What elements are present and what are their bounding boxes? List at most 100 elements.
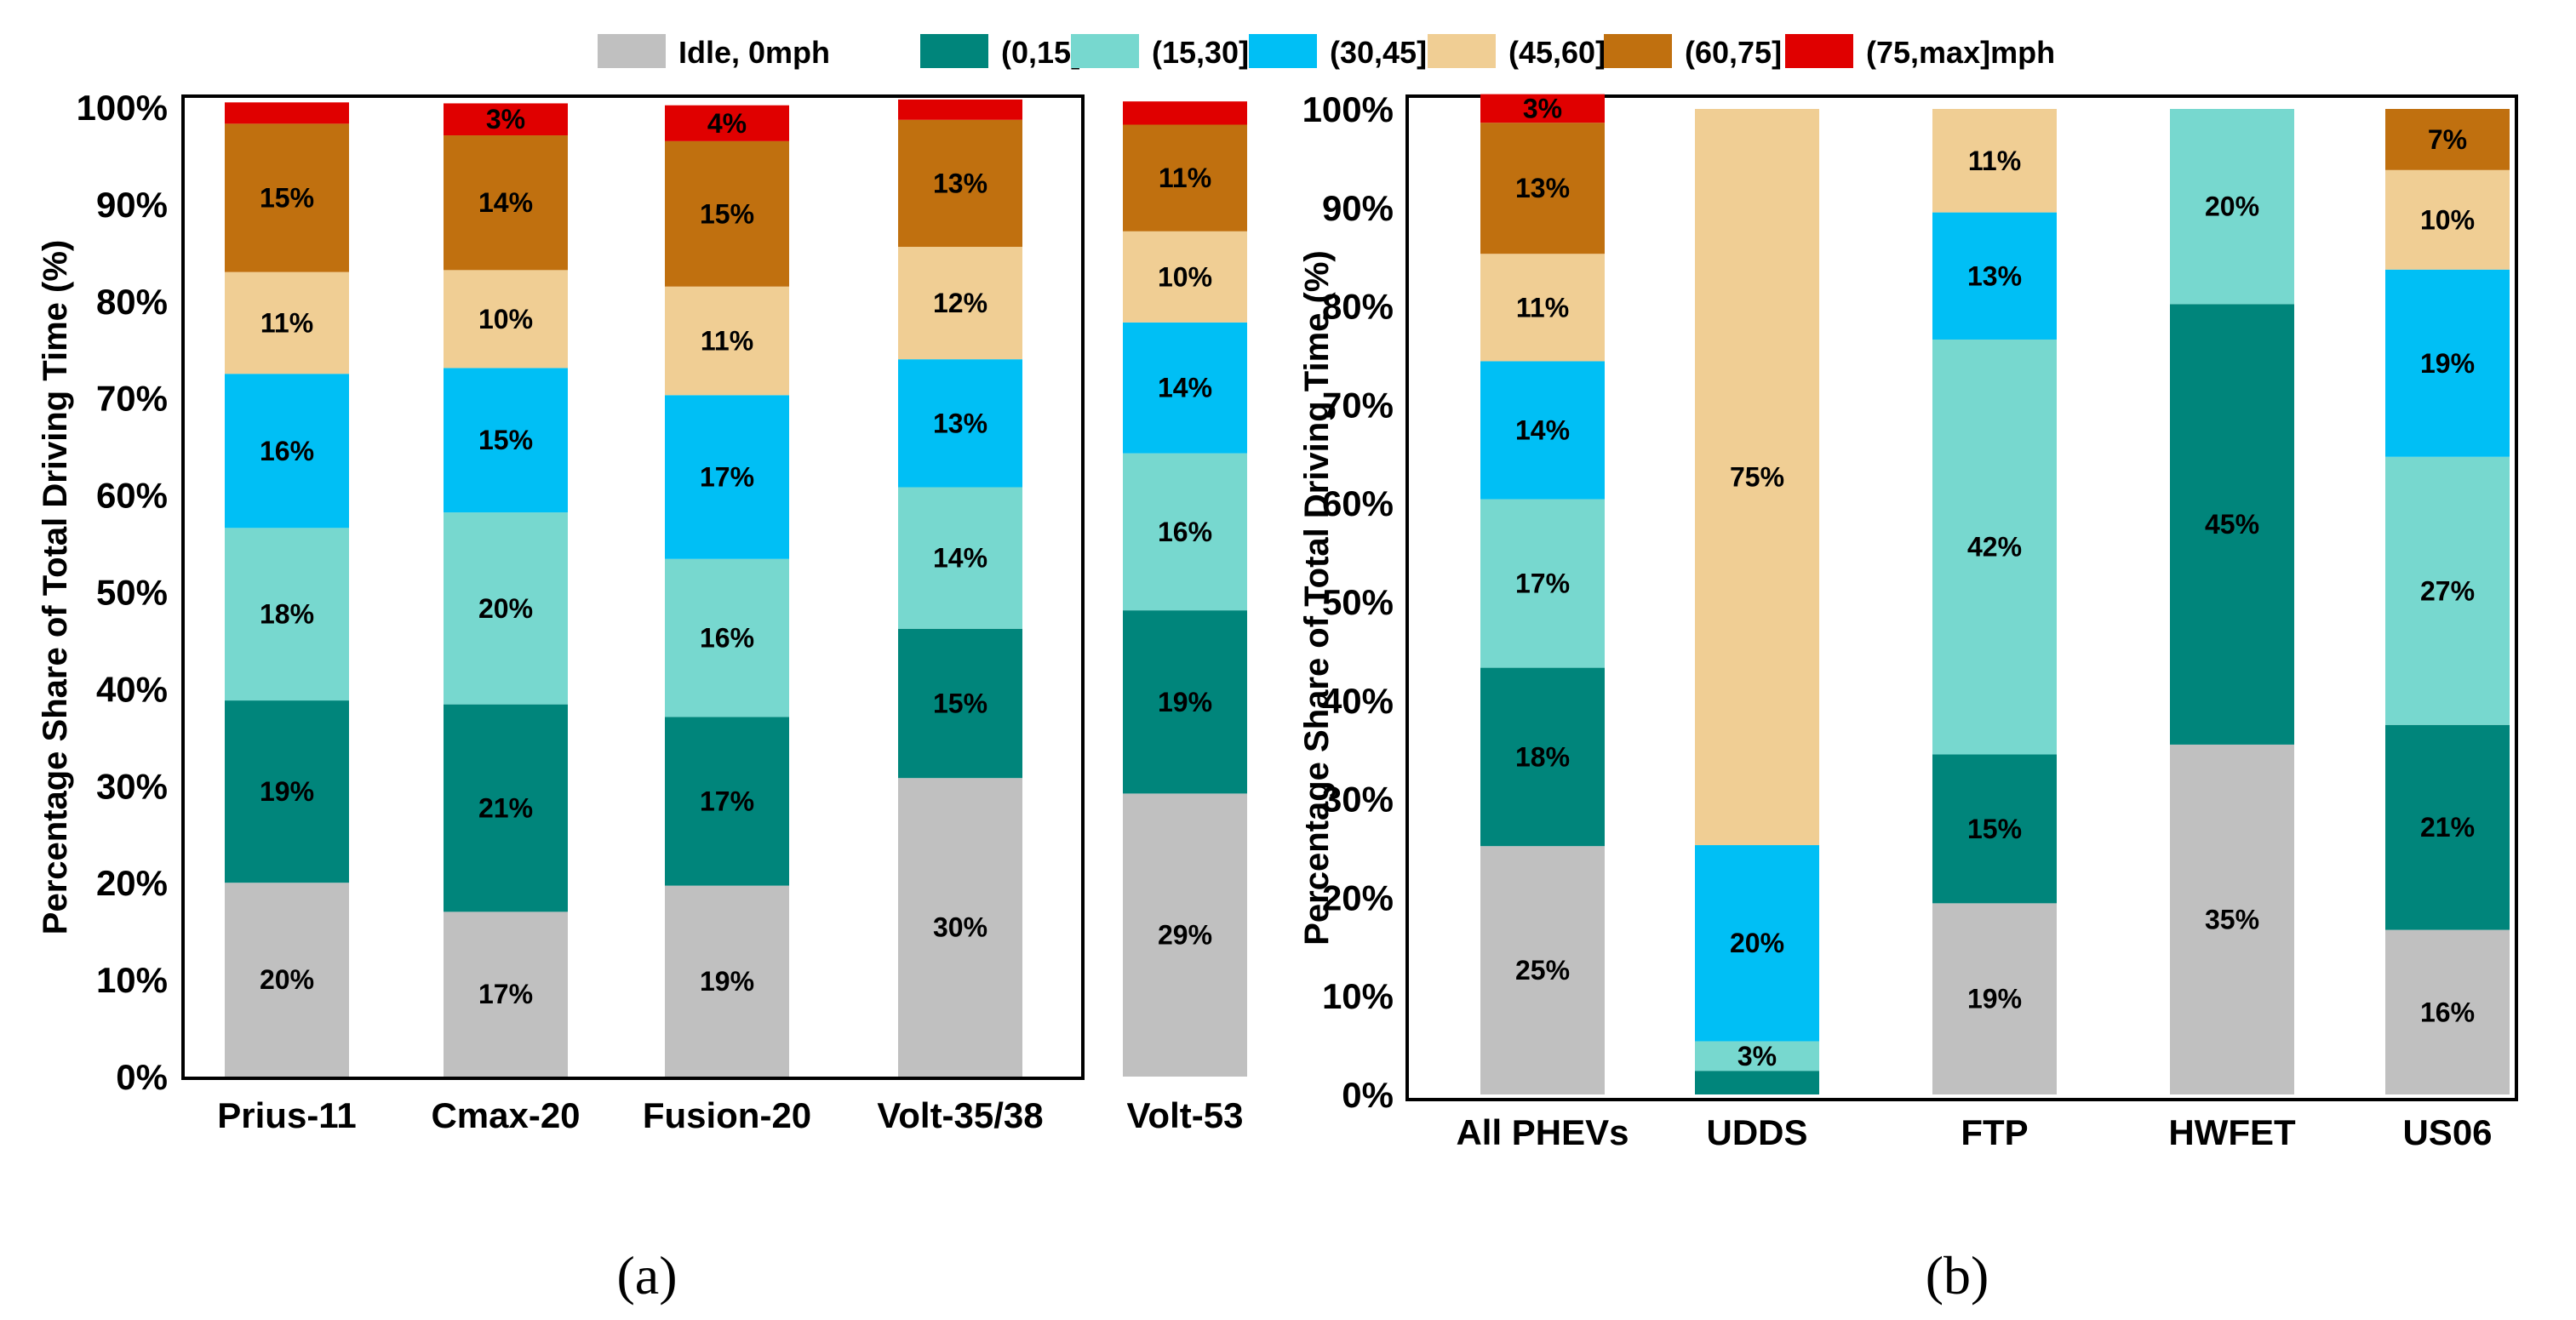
bar-b-3-1 (2170, 304, 2294, 745)
x-tick-label-b-0: All PHEVs (1456, 1112, 1629, 1152)
panel-label-a: (a) (616, 1245, 677, 1306)
data-label-b-0-1: 18% (1515, 741, 1570, 772)
bar-b-4-0 (2385, 929, 2510, 1094)
data-label-a-0-4: 11% (260, 307, 313, 338)
data-label-a-3-0: 30% (933, 912, 987, 943)
data-label-b-2-4: 11% (1968, 146, 2021, 176)
legend: Idle, 0mph (0,15] (15,30] (30,45] (45,60] (60… (598, 34, 2055, 70)
legend-label-2: (15,30] (1152, 35, 1249, 70)
data-label-a-1-1: 21% (478, 792, 533, 823)
data-label-b-3-2: 20% (2205, 191, 2259, 222)
x-tick-label-a-1: Cmax-20 (431, 1095, 580, 1135)
x-tick-label-a-2: Fusion-20 (643, 1095, 811, 1135)
bar-a-4-0 (1123, 793, 1247, 1077)
data-label-b-2-3: 13% (1967, 260, 2022, 291)
bar-a-1-2 (444, 512, 568, 705)
data-label-b-2-2: 42% (1967, 532, 2022, 563)
bar-a-1-5 (444, 135, 568, 271)
data-label-a-2-0: 19% (700, 966, 754, 997)
data-label-a-0-2: 18% (260, 599, 314, 630)
bar-b-4-4 (2385, 169, 2510, 270)
data-label-b-3-1: 45% (2205, 509, 2259, 540)
legend-label-1: (0,15] (1001, 35, 1081, 70)
bar-a-3-2 (898, 487, 1022, 629)
bar-a-4-6 (1123, 101, 1247, 125)
bar-b-2-4 (1932, 109, 2057, 213)
panel-label-b: (b) (1926, 1245, 1989, 1306)
data-label-a-4-5: 11% (1159, 163, 1211, 193)
bar-a-2-4 (665, 286, 789, 396)
plot-frame-a (181, 94, 1085, 1080)
data-label-b-3-0: 35% (2205, 904, 2259, 934)
bar-b-0-4 (1480, 254, 1605, 362)
y-tick-label-b-2: 20% (1322, 877, 1394, 917)
data-label-b-2-0: 19% (1967, 984, 2022, 1014)
bar-a-0-5 (225, 123, 349, 272)
data-label-a-3-3: 13% (933, 408, 987, 438)
data-label-a-3-4: 12% (933, 288, 987, 318)
data-label-b-1-4: 75% (1730, 462, 1784, 493)
bar-a-2-6 (665, 105, 789, 141)
y-axis-label-a: Percentage Share of Total Driving Time (… (37, 240, 74, 934)
data-label-a-0-5: 15% (260, 182, 314, 213)
bar-b-0-5 (1480, 123, 1605, 254)
data-label-a-4-3: 14% (1158, 373, 1212, 403)
data-label-a-1-2: 20% (478, 593, 533, 624)
data-label-b-0-3: 14% (1515, 415, 1570, 446)
bar-a-4-5 (1123, 124, 1247, 231)
legend-swatch-6 (1785, 34, 1853, 68)
legend-label-0: Idle, 0mph (678, 35, 830, 70)
data-label-a-4-0: 29% (1158, 920, 1212, 951)
data-label-b-0-5: 13% (1515, 173, 1570, 203)
y-tick-label-a-2: 20% (96, 863, 168, 903)
data-label-b-4-0: 16% (2420, 997, 2475, 1027)
y-tick-label-b-9: 90% (1322, 188, 1394, 228)
bar-a-3-3 (898, 359, 1022, 488)
y-axis-label-b: Percentage Share of Total Driving Time (… (1298, 250, 1336, 945)
legend-label-4: (45,60] (1508, 35, 1606, 70)
bar-a-1-6 (444, 103, 568, 136)
y-tick-label-a-8: 80% (96, 282, 168, 322)
y-tick-label-a-4: 40% (96, 669, 168, 709)
y-tick-label-a-5: 50% (96, 573, 168, 613)
x-tick-label-a-4: Volt-53 (1127, 1095, 1244, 1135)
bar-b-2-2 (1932, 339, 2057, 755)
data-label-a-0-1: 19% (260, 776, 314, 807)
bar-b-0-2 (1480, 499, 1605, 668)
data-label-b-0-2: 17% (1515, 569, 1570, 599)
bar-b-2-3 (1932, 212, 2057, 340)
data-label-b-4-3: 19% (2420, 348, 2475, 379)
bar-a-1-4 (444, 270, 568, 369)
legend-swatch-2 (1071, 34, 1139, 68)
bar-b-1-2 (1695, 1041, 1819, 1071)
bar-a-3-0 (898, 778, 1022, 1077)
y-tick-label-a-7: 70% (96, 379, 168, 419)
bar-a-3-5 (898, 119, 1022, 248)
bar-a-0-6 (225, 102, 349, 124)
y-tick-label-b-6: 60% (1322, 483, 1394, 523)
bar-b-0-3 (1480, 361, 1605, 500)
x-tick-label-a-3: Volt-35/38 (877, 1095, 1043, 1135)
bar-a-4-3 (1123, 322, 1247, 454)
bar-b-2-1 (1932, 754, 2057, 904)
y-tick-label-a-9: 90% (96, 185, 168, 225)
y-tick-label-a-3: 30% (96, 766, 168, 806)
y-tick-label-a-6: 60% (96, 476, 168, 516)
legend-swatch-0 (598, 34, 666, 68)
data-label-a-1-4: 10% (478, 304, 533, 334)
data-label-b-0-6: 3% (1523, 93, 1562, 123)
data-label-b-4-4: 10% (2420, 204, 2475, 235)
bar-a-2-1 (665, 717, 789, 886)
data-label-b-1-3: 20% (1730, 928, 1784, 958)
bar-b-1-3 (1695, 845, 1819, 1042)
legend-label-6: (75,max]mph (1866, 35, 2055, 70)
data-label-a-2-1: 17% (700, 786, 754, 817)
data-label-a-3-1: 15% (933, 688, 987, 718)
data-label-a-2-2: 16% (700, 623, 754, 654)
chart-panel-b: 25% 18% 17% 14% 11% 13% 3% All PHEVs 3% 20% 75% UDD… (1298, 89, 2518, 1152)
y-tick-label-b-0: 0% (1342, 1075, 1394, 1115)
x-tick-label-a-0: Prius-11 (217, 1095, 356, 1135)
data-label-b-0-4: 11% (1516, 292, 1569, 323)
data-label-a-2-4: 11% (701, 325, 753, 356)
